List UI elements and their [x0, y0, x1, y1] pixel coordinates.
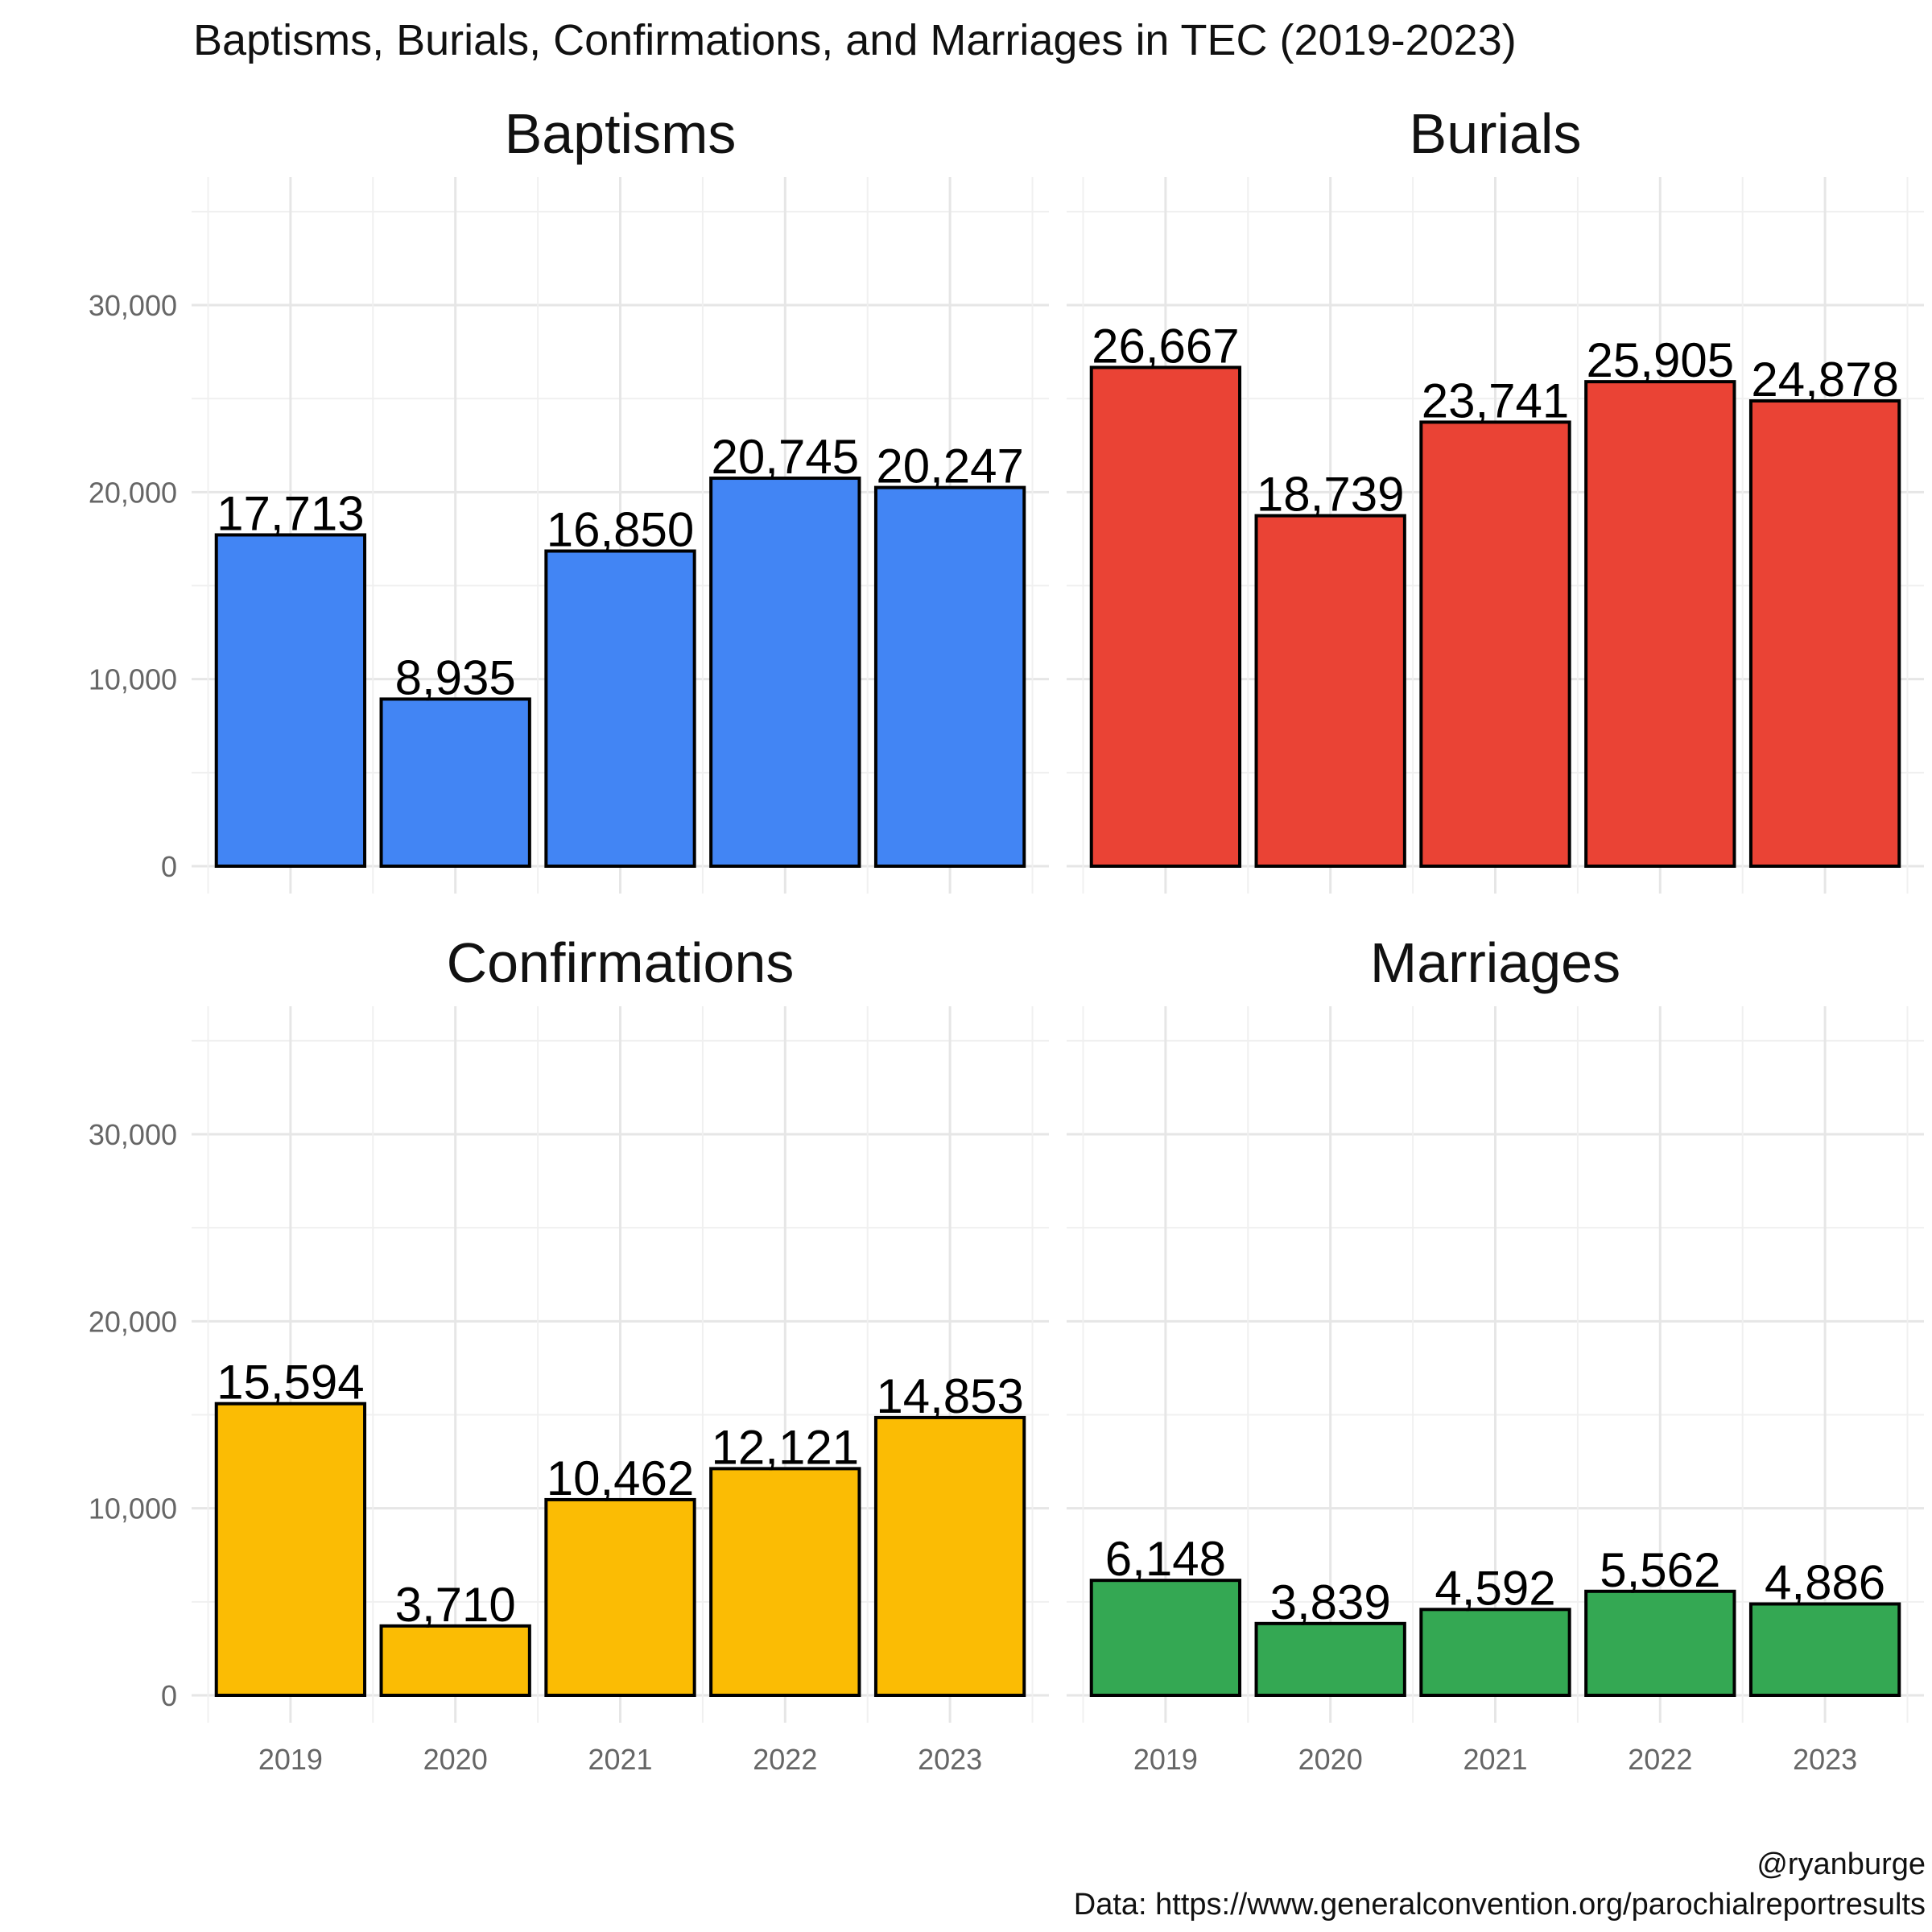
- data-label-marriages-2020: 3,839: [1270, 1575, 1391, 1629]
- data-label-marriages-2022: 5,562: [1600, 1543, 1720, 1597]
- data-label-burials-2021: 23,741: [1422, 374, 1570, 427]
- x-tick-label: 2022: [1628, 1743, 1692, 1776]
- data-label-confirmations-2020: 3,710: [395, 1578, 516, 1632]
- y-tick-label: 10,000: [89, 1492, 177, 1525]
- bar-marriages-2020: [1254, 1621, 1406, 1698]
- bar-marriages-2023: [1748, 1602, 1901, 1697]
- data-label-confirmations-2023: 14,853: [876, 1369, 1024, 1423]
- bar-marriages-2022: [1584, 1589, 1736, 1698]
- y-tick-label: 10,000: [89, 663, 177, 696]
- panel-baptisms: Baptisms 0 10,000 20,000 30,000 17,713 8,935 16…: [89, 102, 1049, 894]
- x-tick-label: 2023: [1793, 1743, 1857, 1776]
- panel-confirmations: Confirmations 0 10,000 20,000 30,000 2019 2020…: [89, 931, 1049, 1776]
- y-tick-label: 0: [161, 850, 177, 883]
- data-label-burials-2023: 24,878: [1751, 353, 1899, 407]
- caption-source: Data: https://www.generalconvention.org/…: [1074, 1888, 1926, 1922]
- bar-burials-2019: [1089, 365, 1242, 868]
- data-label-burials-2022: 25,905: [1587, 333, 1735, 387]
- bar-burials-2020: [1254, 514, 1406, 868]
- facet-panels: Baptisms 0 10,000 20,000 30,000 17,713 8,935 16…: [89, 102, 1924, 1776]
- bar-baptisms-2022: [709, 477, 861, 868]
- panel-burials: Burials 26,667 18,739 23,741 25,905 24,878: [1067, 102, 1924, 894]
- data-label-confirmations-2022: 12,121: [712, 1420, 860, 1474]
- y-tick-label: 20,000: [89, 476, 177, 509]
- y-tick-label: 0: [161, 1679, 177, 1712]
- data-label-baptisms-2023: 20,247: [876, 440, 1024, 493]
- bar-burials-2022: [1584, 380, 1736, 868]
- y-tick-label: 20,000: [89, 1305, 177, 1338]
- data-label-marriages-2023: 4,886: [1765, 1555, 1885, 1609]
- data-label-burials-2019: 26,667: [1092, 319, 1240, 373]
- x-tick-label: 2020: [423, 1743, 488, 1776]
- caption-author: @ryanburge: [1757, 1847, 1926, 1881]
- chart-title: Baptisms, Burials, Confirmations, and Ma…: [193, 16, 1517, 64]
- facet-title-burials: Burials: [1410, 102, 1582, 165]
- x-tick-label: 2019: [1133, 1743, 1198, 1776]
- x-tick-label: 2020: [1298, 1743, 1363, 1776]
- data-label-burials-2020: 18,739: [1257, 468, 1405, 522]
- data-label-confirmations-2019: 15,594: [217, 1356, 365, 1410]
- panel-marriages: Marriages 2019 2020 2021 2022 2023 6,148 3,839 4…: [1067, 931, 1924, 1776]
- bar-baptisms-2021: [544, 549, 696, 868]
- facet-title-marriages: Marriages: [1370, 931, 1620, 994]
- bar-marriages-2019: [1089, 1579, 1242, 1698]
- bar-burials-2021: [1419, 420, 1571, 868]
- bar-confirmations-2023: [873, 1415, 1026, 1697]
- bar-baptisms-2020: [379, 697, 531, 868]
- x-tick-label: 2021: [588, 1743, 652, 1776]
- x-tick-label: 2022: [753, 1743, 817, 1776]
- data-label-baptisms-2022: 20,745: [712, 430, 860, 484]
- data-label-marriages-2021: 4,592: [1435, 1561, 1555, 1615]
- facet-title-confirmations: Confirmations: [447, 931, 795, 994]
- data-label-baptisms-2021: 16,850: [547, 503, 695, 557]
- bar-confirmations-2020: [379, 1624, 531, 1697]
- data-label-marriages-2019: 6,148: [1105, 1532, 1226, 1586]
- data-label-baptisms-2020: 8,935: [395, 650, 516, 704]
- bar-marriages-2021: [1419, 1608, 1571, 1697]
- facet-title-baptisms: Baptisms: [505, 102, 737, 165]
- bar-confirmations-2019: [214, 1402, 367, 1697]
- bar-confirmations-2022: [709, 1467, 861, 1698]
- bar-baptisms-2023: [873, 485, 1026, 869]
- y-tick-label: 30,000: [89, 1118, 177, 1151]
- x-tick-label: 2019: [258, 1743, 323, 1776]
- x-tick-label: 2023: [918, 1743, 982, 1776]
- data-label-confirmations-2021: 10,462: [547, 1451, 695, 1505]
- bar-burials-2023: [1748, 399, 1901, 868]
- bar-confirmations-2021: [544, 1497, 696, 1697]
- data-label-baptisms-2019: 17,713: [217, 486, 365, 540]
- bar-baptisms-2019: [214, 533, 367, 868]
- x-tick-label: 2021: [1463, 1743, 1527, 1776]
- y-tick-label: 30,000: [89, 289, 177, 322]
